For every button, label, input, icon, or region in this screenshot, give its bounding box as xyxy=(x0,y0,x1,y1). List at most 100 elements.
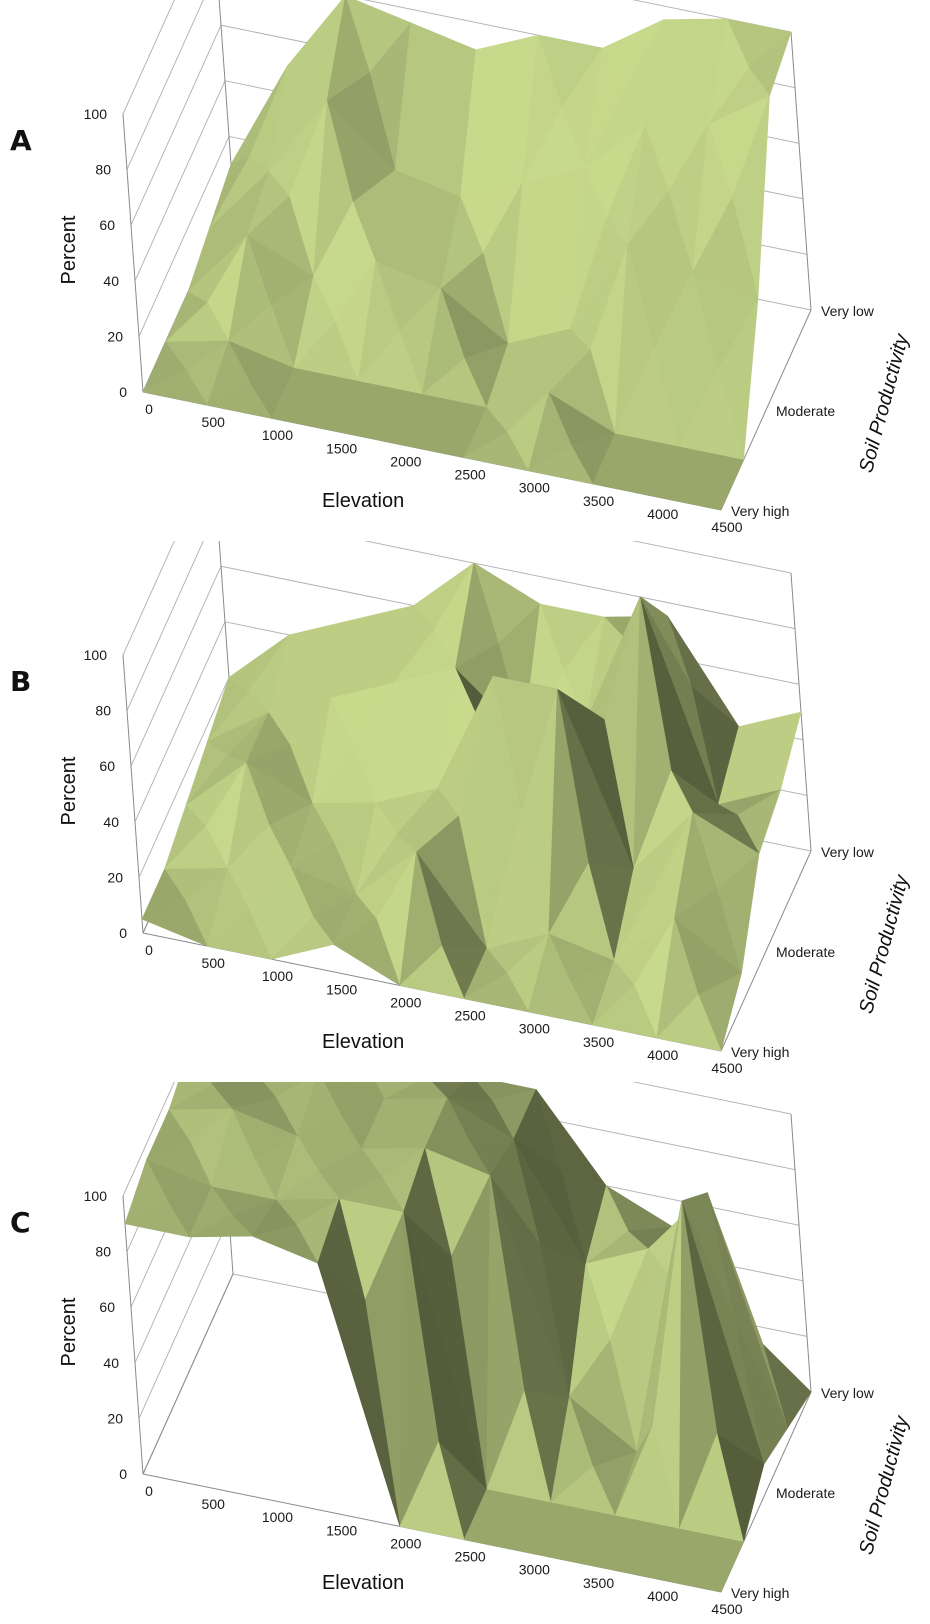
y-tick-label: Very high xyxy=(731,503,789,519)
x-tick-label: 2000 xyxy=(390,453,421,469)
surface-facet xyxy=(463,972,529,1013)
surface-facet xyxy=(142,369,208,406)
gridline xyxy=(122,0,792,115)
surface-facet xyxy=(124,1201,190,1238)
x-tick-label: 4000 xyxy=(647,506,678,522)
surface-facet xyxy=(463,431,529,472)
surface-facet xyxy=(206,909,272,960)
surface-facet xyxy=(252,1224,319,1264)
gridline xyxy=(126,541,796,711)
surface-facet xyxy=(333,918,401,986)
surface-facet xyxy=(592,464,658,498)
z-tick-label: 20 xyxy=(107,1410,123,1426)
chart-c-surface xyxy=(124,1082,812,1593)
z-tick-label: 20 xyxy=(107,328,123,344)
x-tick-label: 3000 xyxy=(519,480,550,496)
surface-facet xyxy=(592,1546,658,1580)
surface-facet xyxy=(271,916,335,960)
z-tick-label: 40 xyxy=(103,1355,119,1371)
axis-line xyxy=(790,31,812,311)
x-tick-label: 0 xyxy=(145,942,153,958)
z-tick-label: 0 xyxy=(119,925,127,941)
surface-facet xyxy=(656,994,722,1052)
chart-panel-c: 0 20 40 60 80 100 0 500 1000 1500 2000 2500 3000 3500… xyxy=(0,1082,930,1623)
chart-a-labels: 0204060801000500100015002000250030003500… xyxy=(10,106,913,535)
x-axis-title: Elevation xyxy=(322,1572,404,1594)
y-axis-title: Soil Productivity xyxy=(855,872,913,1016)
x-tick-label: 2500 xyxy=(455,1008,486,1024)
surface-facet xyxy=(188,1214,253,1238)
axis-line xyxy=(122,113,144,393)
surface-facet xyxy=(399,1441,465,1540)
x-tick-label: 2500 xyxy=(455,1549,486,1565)
axis-line xyxy=(790,1113,812,1393)
x-tick-label: 500 xyxy=(202,955,226,971)
surface-facet xyxy=(335,412,401,445)
x-tick-label: 3000 xyxy=(519,1021,550,1037)
y-tick-label: Moderate xyxy=(776,403,835,419)
chart-a-surface xyxy=(142,0,792,511)
x-tick-label: 2500 xyxy=(455,467,486,483)
x-tick-label: 1000 xyxy=(262,427,293,443)
gridline xyxy=(122,541,792,656)
surface-facet xyxy=(656,1560,722,1593)
y-tick-label: Moderate xyxy=(776,944,835,960)
surface-facet xyxy=(399,425,465,458)
x-tick-label: 500 xyxy=(202,1496,226,1512)
x-tick-label: 3000 xyxy=(519,1562,550,1578)
z-tick-label: 0 xyxy=(119,1466,127,1482)
panel-label: C xyxy=(10,1206,31,1239)
z-tick-label: 0 xyxy=(119,384,127,400)
surface-facet xyxy=(374,1082,391,1100)
x-tick-label: 4000 xyxy=(647,1047,678,1063)
x-axis-title: Elevation xyxy=(322,1031,404,1053)
chart-b-svg: 0204060801000500100015002000250030003500… xyxy=(10,541,913,1076)
surface-facet xyxy=(592,985,658,1039)
surface-facet xyxy=(656,478,722,511)
x-tick-label: 3500 xyxy=(583,1034,614,1050)
x-tick-label: 1500 xyxy=(326,440,357,456)
y-tick-label: Very low xyxy=(821,1385,875,1401)
chart-c-svg: 0204060801000500100015002000250030003500… xyxy=(10,1082,913,1617)
z-tick-label: 60 xyxy=(99,1299,115,1315)
x-tick-label: 1500 xyxy=(326,1522,357,1538)
z-tick-label: 80 xyxy=(95,1244,111,1260)
x-tick-label: 2000 xyxy=(390,1535,421,1551)
surface-facet xyxy=(527,444,593,485)
x-tick-label: 4500 xyxy=(711,519,742,535)
y-tick-label: Very low xyxy=(821,844,875,860)
z-axis-title: Percent xyxy=(58,756,80,825)
x-tick-label: 4500 xyxy=(711,1601,742,1617)
axis-line xyxy=(218,0,234,193)
y-tick-label: Moderate xyxy=(776,1485,835,1501)
z-tick-label: 100 xyxy=(84,647,108,663)
y-axis-title: Soil Productivity xyxy=(855,331,913,475)
axis-line xyxy=(122,1195,144,1475)
surface-facet xyxy=(317,1262,401,1527)
x-axis-title: Elevation xyxy=(322,490,404,512)
surface-facet xyxy=(399,945,465,999)
x-tick-label: 1500 xyxy=(326,981,357,997)
surface-facet xyxy=(141,900,208,947)
x-tick-label: 1000 xyxy=(262,968,293,984)
z-tick-label: 20 xyxy=(107,869,123,885)
y-tick-label: Very high xyxy=(731,1585,789,1601)
chart-a-svg: 0204060801000500100015002000250030003500… xyxy=(10,0,913,535)
z-tick-label: 80 xyxy=(95,703,111,719)
z-tick-label: 60 xyxy=(99,217,115,233)
z-tick-label: 100 xyxy=(84,1188,108,1204)
axis-line xyxy=(720,850,812,1052)
surface-facet xyxy=(463,1520,529,1554)
axis-line xyxy=(122,654,144,934)
y-tick-label: Very high xyxy=(731,1044,789,1060)
x-tick-label: 0 xyxy=(145,1483,153,1499)
x-tick-label: 2000 xyxy=(390,994,421,1010)
panel-label: B xyxy=(10,665,31,698)
chart-b-surface xyxy=(141,562,802,1052)
gridline xyxy=(122,1082,792,1197)
surface-facet xyxy=(271,399,337,432)
x-tick-label: 1000 xyxy=(262,1509,293,1525)
x-tick-label: 4500 xyxy=(711,1060,742,1076)
z-tick-label: 100 xyxy=(84,106,108,122)
y-tick-label: Very low xyxy=(821,303,875,319)
